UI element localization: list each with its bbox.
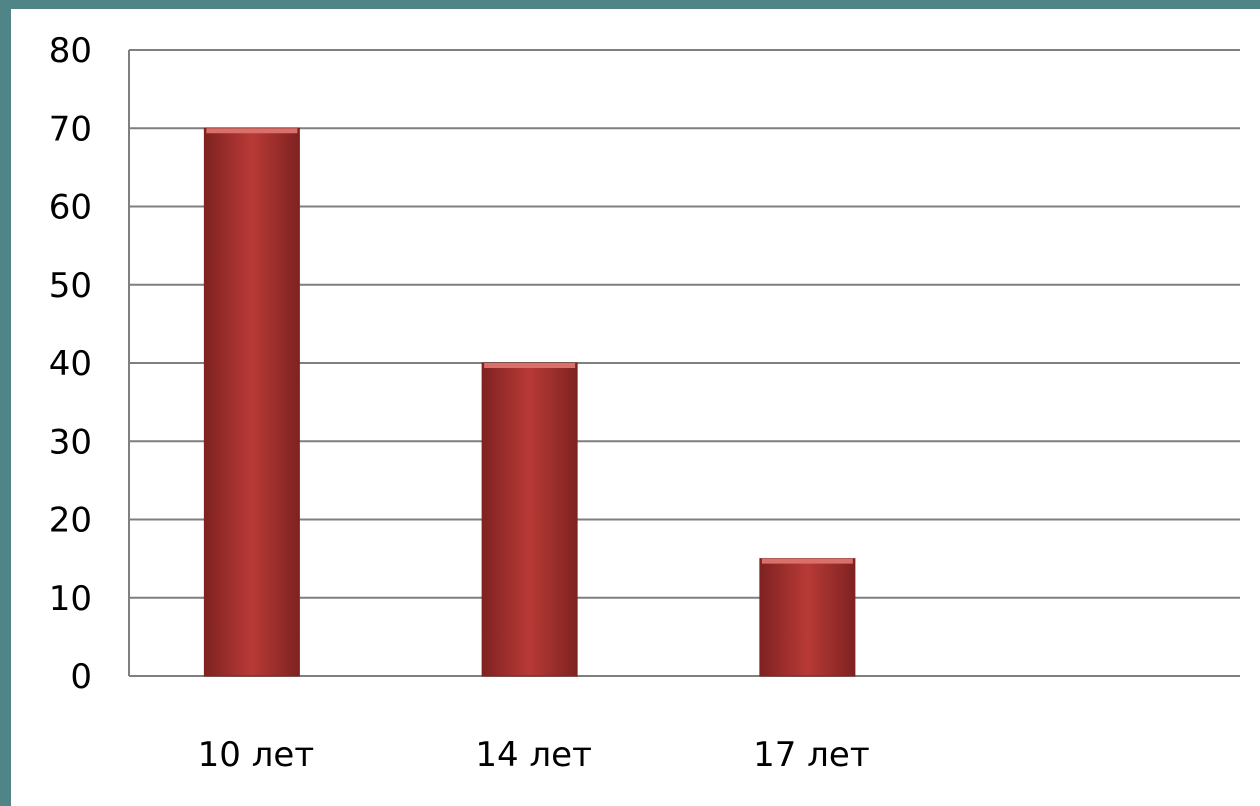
y-tick-label: 50 <box>49 266 92 306</box>
bar-top-highlight <box>206 128 298 134</box>
x-tick-label: 17 лет <box>753 735 870 775</box>
y-tick-label: 20 <box>49 501 92 541</box>
y-tick-label: 10 <box>49 579 92 619</box>
bar-top-highlight <box>484 363 576 368</box>
y-tick-label: 40 <box>49 344 92 384</box>
gridlines <box>129 49 1240 599</box>
bar <box>759 558 856 677</box>
axes <box>128 50 1240 677</box>
y-tick-labels: 0 10 20 30 40 50 60 70 80 <box>49 31 92 697</box>
y-tick-label: 60 <box>49 188 92 228</box>
y-tick-label: 80 <box>49 31 92 71</box>
bar <box>481 362 578 677</box>
bars <box>203 127 856 677</box>
y-tick-label: 30 <box>49 422 92 462</box>
y-tick-label: 70 <box>49 109 92 149</box>
y-tick-label: 0 <box>70 657 92 697</box>
bar <box>203 127 300 677</box>
x-tick-label: 10 лет <box>198 735 315 775</box>
x-tick-labels: 10 лет 14 лет 17 лет <box>198 735 870 775</box>
x-tick-label: 14 лет <box>475 735 592 775</box>
bar-top-highlight <box>761 558 853 564</box>
